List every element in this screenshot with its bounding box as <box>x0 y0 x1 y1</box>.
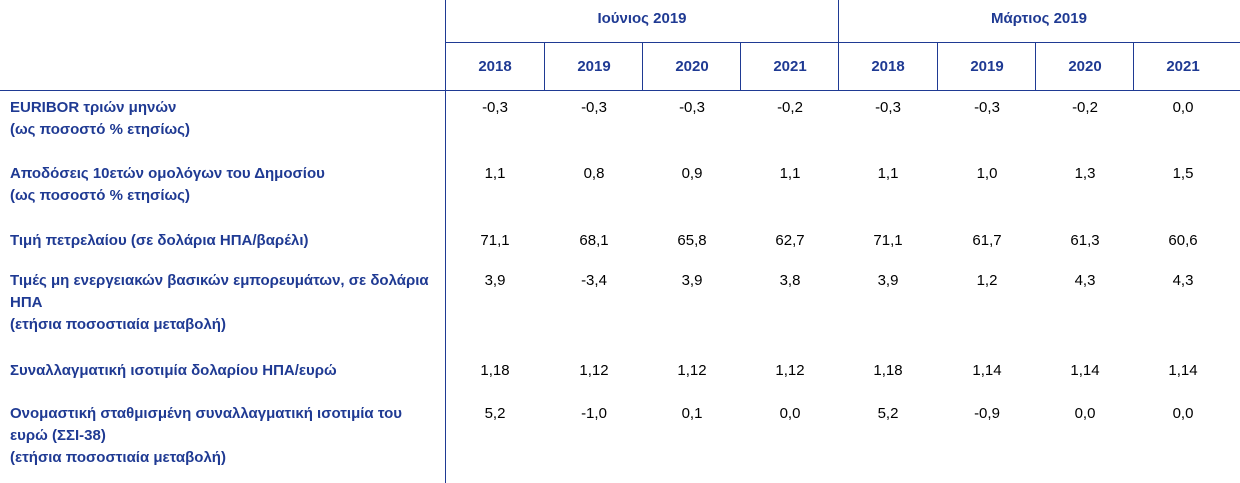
table-cell: -0,3 <box>482 99 508 116</box>
table-cell: 1,12 <box>677 362 707 379</box>
year-header: 2018 <box>478 58 512 75</box>
table-cell: 61,7 <box>972 232 1002 249</box>
table-cell: -0,2 <box>1072 99 1098 116</box>
table-cell: -1,0 <box>581 405 607 422</box>
group-header-june: Ιούνιος 2019 <box>597 10 687 27</box>
table-cell: 1,1 <box>877 165 899 182</box>
header-rule-bottom <box>0 90 1240 91</box>
table-cell: 1,0 <box>976 165 998 182</box>
table-cell: 1,18 <box>873 362 903 379</box>
table-cell: 1,14 <box>1070 362 1100 379</box>
table-cell: 4,3 <box>1172 272 1194 289</box>
table-cell: 3,8 <box>779 272 801 289</box>
table-cell: 1,18 <box>480 362 510 379</box>
row-subtitle: (ετήσια ποσοστιαία μεταβολή) <box>10 316 226 333</box>
row-title: Συναλλαγματική ισοτιμία δολαρίου ΗΠΑ/ευρ… <box>10 362 337 379</box>
table-cell: 1,2 <box>976 272 998 289</box>
table-cell: 0,0 <box>1172 99 1194 116</box>
year-header: 2021 <box>773 58 807 75</box>
year-divider <box>937 42 938 90</box>
table-divider-middle <box>838 0 839 90</box>
table-cell: 3,9 <box>484 272 506 289</box>
year-header: 2019 <box>577 58 611 75</box>
table-cell: 60,6 <box>1168 232 1198 249</box>
year-divider <box>1035 42 1036 90</box>
row-title: EURIBOR τριών μηνών <box>10 99 177 116</box>
row-title: Αποδόσεις 10ετών ομολόγων του Δημοσίου <box>10 165 325 182</box>
year-divider <box>544 42 545 90</box>
table-cell: 1,3 <box>1074 165 1096 182</box>
row-label-oil-price: Τιμή πετρελαίου (σε δολάρια ΗΠΑ/βαρέλι) <box>10 230 440 252</box>
row-label-euribor: EURIBOR τριών μηνών (ως ποσοστό % ετησίω… <box>10 97 440 141</box>
table-cell: 1,1 <box>779 165 801 182</box>
table-cell: -3,4 <box>581 272 607 289</box>
table-cell: 0,8 <box>583 165 605 182</box>
row-title: Τιμή πετρελαίου (σε δολάρια ΗΠΑ/βαρέλι) <box>10 232 309 249</box>
year-divider <box>642 42 643 90</box>
table-cell: 65,8 <box>677 232 707 249</box>
table-cell: 61,3 <box>1070 232 1100 249</box>
table-cell: 1,5 <box>1172 165 1194 182</box>
table-cell: -0,9 <box>974 405 1000 422</box>
group-header-march: Μάρτιος 2019 <box>991 10 1087 27</box>
table-cell: 0,0 <box>1074 405 1096 422</box>
table-cell: 5,2 <box>877 405 899 422</box>
table-cell: 71,1 <box>480 232 510 249</box>
year-header: 2018 <box>871 58 905 75</box>
table-cell: -0,2 <box>777 99 803 116</box>
header-rule-top <box>445 42 1240 43</box>
table-cell: 1,1 <box>484 165 506 182</box>
row-label-effective-exchange-rate: Ονομαστική σταθμισμένη συναλλαγματική ισ… <box>10 403 440 469</box>
row-label-commodities: Τιμές μη ενεργειακών βασικών εμπορευμάτω… <box>10 270 440 336</box>
year-header: 2021 <box>1166 58 1200 75</box>
table-cell: 68,1 <box>579 232 609 249</box>
row-label-bond-yields: Αποδόσεις 10ετών ομολόγων του Δημοσίου (… <box>10 163 440 207</box>
table-cell: -0,3 <box>581 99 607 116</box>
table-cell: -0,3 <box>679 99 705 116</box>
table-cell: 0,1 <box>681 405 703 422</box>
table-cell: 1,14 <box>1168 362 1198 379</box>
table-cell: 3,9 <box>877 272 899 289</box>
year-header: 2020 <box>675 58 709 75</box>
table-cell: -0,3 <box>875 99 901 116</box>
table-cell: 5,2 <box>484 405 506 422</box>
table-cell: 1,12 <box>579 362 609 379</box>
table-cell: -0,3 <box>974 99 1000 116</box>
table-cell: 0,0 <box>779 405 801 422</box>
row-subtitle: (ως ποσοστό % ετησίως) <box>10 121 190 138</box>
row-subtitle: (ετήσια ποσοστιαία μεταβολή) <box>10 449 226 466</box>
table-cell: 4,3 <box>1074 272 1096 289</box>
row-subtitle: (ως ποσοστό % ετησίως) <box>10 187 190 204</box>
row-title: Τιμές μη ενεργειακών βασικών εμπορευμάτω… <box>10 272 429 311</box>
table-divider-left <box>445 0 446 483</box>
row-label-usd-eur: Συναλλαγματική ισοτιμία δολαρίου ΗΠΑ/ευρ… <box>10 360 440 382</box>
table-cell: 62,7 <box>775 232 805 249</box>
row-title: Ονομαστική σταθμισμένη συναλλαγματική ισ… <box>10 405 402 444</box>
year-header: 2019 <box>970 58 1004 75</box>
year-divider <box>1133 42 1134 90</box>
table-cell: 0,0 <box>1172 405 1194 422</box>
table-cell: 1,12 <box>775 362 805 379</box>
year-divider <box>740 42 741 90</box>
table-cell: 3,9 <box>681 272 703 289</box>
year-header: 2020 <box>1068 58 1102 75</box>
table-cell: 71,1 <box>873 232 903 249</box>
table-cell: 0,9 <box>681 165 703 182</box>
table-cell: 1,14 <box>972 362 1002 379</box>
